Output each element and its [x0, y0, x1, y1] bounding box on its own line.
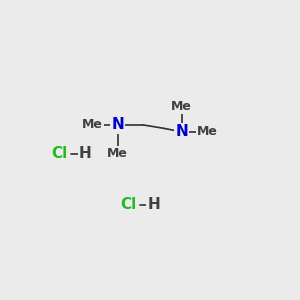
Text: N: N: [175, 124, 188, 140]
Text: Me: Me: [82, 118, 103, 131]
Text: Me: Me: [197, 125, 218, 138]
Text: Me: Me: [171, 100, 192, 113]
Text: Me: Me: [107, 147, 128, 160]
Text: H: H: [147, 197, 160, 212]
Text: Cl: Cl: [52, 146, 68, 161]
Text: N: N: [111, 117, 124, 132]
Text: Cl: Cl: [120, 197, 136, 212]
Text: H: H: [79, 146, 92, 161]
